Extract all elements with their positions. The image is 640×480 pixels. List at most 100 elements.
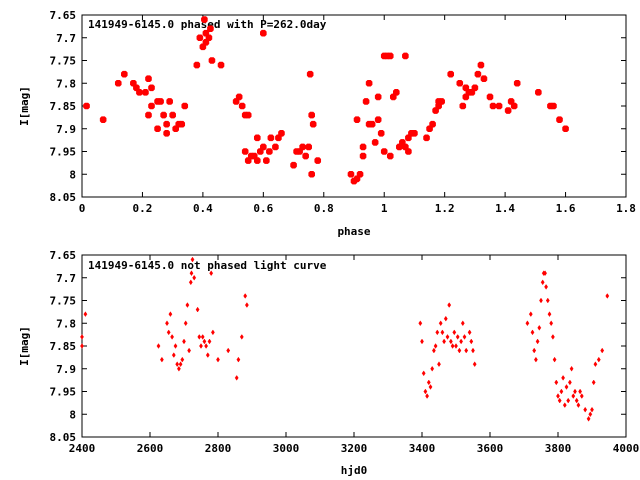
- data-point: [148, 102, 155, 110]
- data-point: [253, 157, 261, 164]
- x-axis-label: hjd0: [341, 464, 368, 477]
- data-point: [166, 329, 171, 336]
- data-point: [353, 116, 361, 123]
- data-point: [474, 70, 482, 78]
- data-point: [543, 270, 547, 277]
- data-point: [557, 397, 562, 404]
- data-point: [530, 329, 535, 336]
- data-point: [239, 334, 244, 340]
- data-point: [207, 338, 212, 345]
- data-point: [429, 120, 436, 128]
- data-point: [455, 334, 460, 340]
- x-tick-label: 1: [381, 202, 388, 215]
- x-tick-label: 2600: [137, 442, 164, 455]
- data-point: [204, 343, 209, 349]
- data-point: [190, 256, 195, 263]
- data-point: [423, 388, 428, 395]
- data-point: [545, 297, 550, 304]
- x-tick-label: 0.6: [253, 202, 273, 215]
- data-point: [99, 116, 107, 123]
- y-axis-label: I[mag]: [18, 86, 31, 126]
- data-point: [556, 116, 563, 123]
- data-point: [205, 352, 210, 358]
- y-tick-label: 7.65: [50, 9, 77, 22]
- data-point: [480, 75, 488, 82]
- data-point: [83, 311, 88, 318]
- data-point: [374, 93, 382, 101]
- data-point: [459, 338, 464, 345]
- data-point: [588, 411, 593, 418]
- data-point: [371, 139, 379, 146]
- y-tick-label: 7.8: [56, 317, 76, 330]
- data-point: [459, 102, 467, 110]
- y-tick-label: 7.85: [50, 100, 77, 113]
- data-point: [569, 365, 574, 372]
- data-point: [486, 93, 494, 101]
- x-tick-label: 4000: [613, 442, 640, 455]
- data-point: [540, 279, 545, 286]
- unphased-light-curve-panel: 2400 2600 2800 3000 3200 3400 3600 3800 4000 7.65…: [18, 249, 639, 477]
- data-point: [559, 388, 564, 395]
- data-point: [430, 365, 435, 372]
- data-point: [368, 120, 376, 128]
- data-point: [386, 152, 394, 160]
- data-point: [591, 379, 596, 386]
- data-point: [200, 334, 205, 340]
- data-point: [471, 84, 479, 92]
- y-axis-label: I[mag]: [18, 326, 31, 366]
- data-point: [532, 347, 537, 354]
- data-point: [411, 130, 418, 137]
- data-point: [267, 134, 275, 142]
- data-point: [561, 374, 566, 381]
- x-tick-label: 2800: [205, 442, 232, 455]
- data-point: [241, 148, 249, 155]
- data-point: [426, 379, 431, 386]
- y-tick-label: 7.8: [56, 77, 76, 90]
- data-point: [583, 406, 588, 413]
- x-tick-label: 3400: [409, 442, 436, 455]
- data-point: [178, 361, 183, 368]
- x-tick-label: 3800: [545, 442, 572, 455]
- data-point: [175, 361, 180, 368]
- data-point: [374, 116, 382, 123]
- data-point: [471, 347, 475, 354]
- data-point: [236, 356, 241, 363]
- data-point: [504, 107, 512, 114]
- data-point: [440, 329, 445, 336]
- data-point: [299, 143, 306, 151]
- x-tick-label: 3000: [273, 442, 300, 455]
- data-point: [244, 302, 249, 308]
- x-tick-label: 0.2: [133, 202, 153, 215]
- data-point: [362, 98, 370, 105]
- data-point: [535, 89, 542, 96]
- data-point: [469, 338, 474, 345]
- data-point: [448, 338, 453, 345]
- data-point: [171, 352, 176, 358]
- data-point: [159, 356, 164, 363]
- data-point: [454, 343, 458, 349]
- data-point: [380, 148, 388, 155]
- data-point: [170, 334, 175, 340]
- data-point: [535, 338, 540, 345]
- data-point: [166, 98, 173, 105]
- x-tick-label: 1.8: [616, 202, 636, 215]
- data-point: [80, 334, 84, 340]
- data-point: [566, 397, 571, 404]
- data-point: [442, 338, 447, 345]
- data-point: [199, 343, 203, 349]
- data-point: [187, 347, 192, 354]
- data-point: [308, 170, 315, 178]
- x-tick-label: 3200: [341, 442, 368, 455]
- y-tick-label: 7.95: [50, 146, 77, 159]
- data-point: [420, 338, 424, 345]
- data-point: [472, 361, 477, 368]
- data-point: [554, 379, 559, 386]
- data-point: [173, 343, 178, 349]
- data-point: [556, 393, 560, 399]
- data-point: [145, 75, 152, 82]
- data-point: [590, 406, 594, 413]
- data-point: [537, 324, 542, 331]
- data-point: [447, 70, 455, 78]
- data-point: [405, 148, 412, 155]
- data-point: [157, 98, 164, 105]
